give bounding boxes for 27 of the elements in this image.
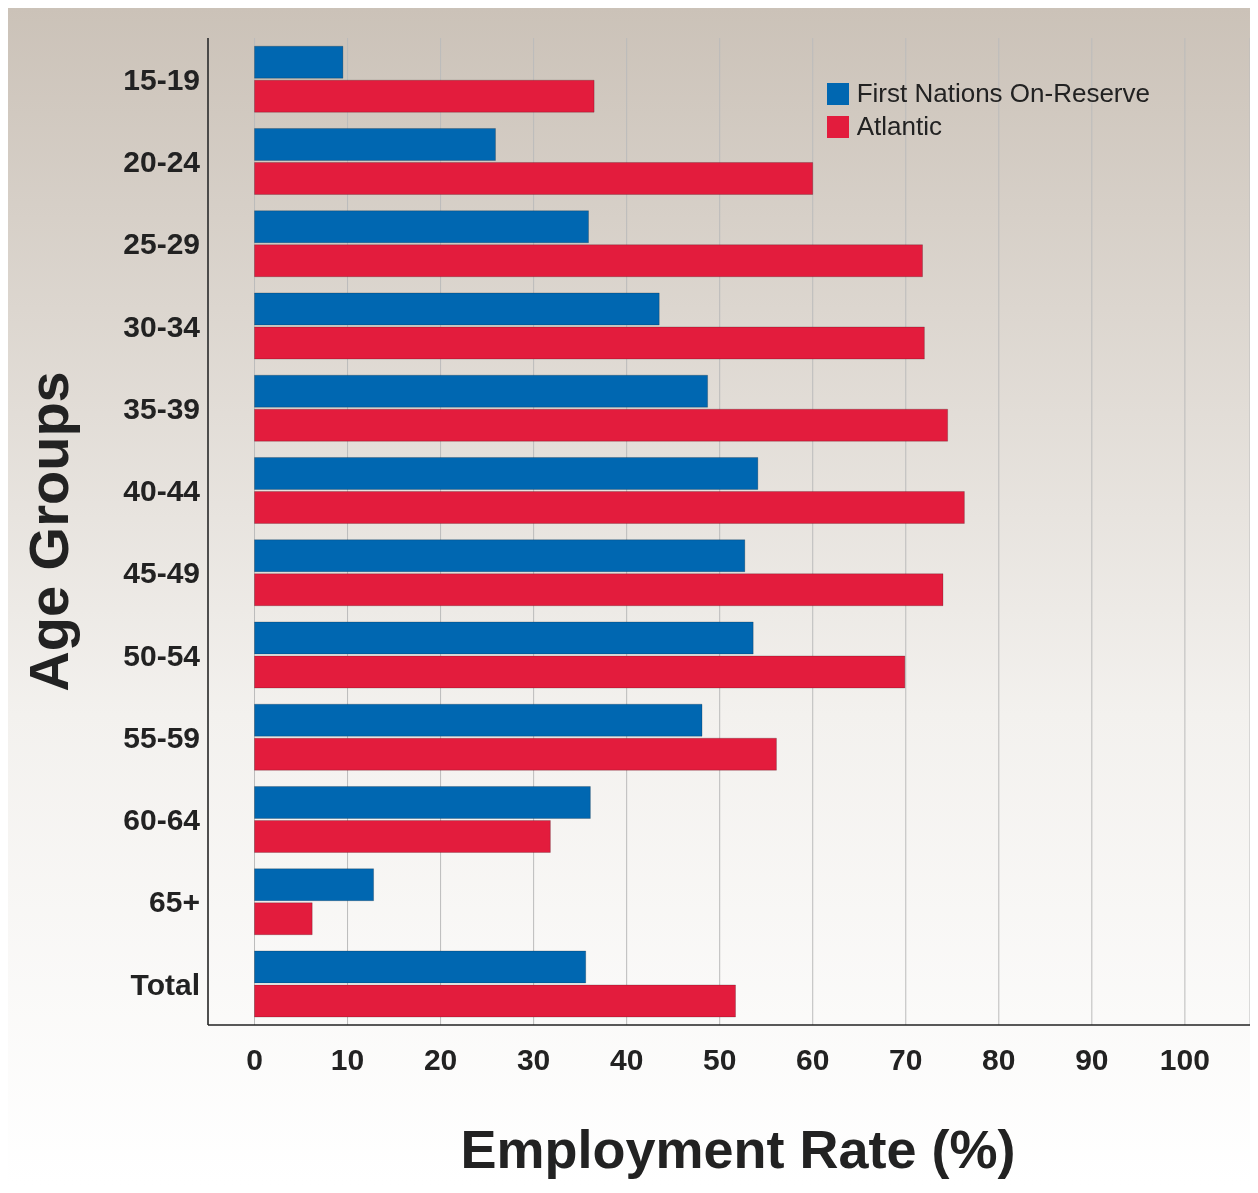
x-tick-label: 90 (1075, 1043, 1109, 1077)
x-tick-label: 0 (246, 1043, 263, 1077)
x-tick-label: 50 (703, 1043, 737, 1077)
x-tick-label: 60 (796, 1043, 830, 1077)
y-tick-label: 55-59 (123, 720, 200, 754)
x-tick-label: 70 (889, 1043, 923, 1077)
series-label: Atlantic (856, 111, 942, 142)
x-tick-label: 20 (423, 1043, 458, 1077)
y-tick-label: 45-49 (123, 556, 200, 590)
y-tick-label: 30-34 (123, 309, 201, 343)
y-tick-label: 25-29 (123, 227, 200, 261)
x-tick-label: 30 (516, 1043, 551, 1077)
y-tick-label: 15-19 (123, 62, 200, 96)
x-tick-label: 80 (982, 1043, 1016, 1077)
y-tick-label: 35-39 (123, 391, 200, 425)
y-tick-label: 60-64 (123, 803, 201, 837)
y-tick-label: 50-54 (123, 638, 201, 672)
x-axis-title: Employment Rate (%) (459, 1118, 1017, 1180)
y-tick-label: 65+ (149, 885, 200, 919)
y-tick-label: Total (130, 967, 200, 1001)
x-tick-label: 100 (1159, 1043, 1210, 1077)
y-axis-title: Age Groups (16, 371, 80, 692)
y-tick-label: 20-24 (123, 145, 201, 179)
y-tick-label: 40-44 (123, 474, 201, 508)
x-tick-label: 40 (609, 1043, 644, 1077)
legend-label: First Nations On-Reserve (856, 78, 1150, 109)
x-tick-label: 10 (330, 1043, 365, 1077)
